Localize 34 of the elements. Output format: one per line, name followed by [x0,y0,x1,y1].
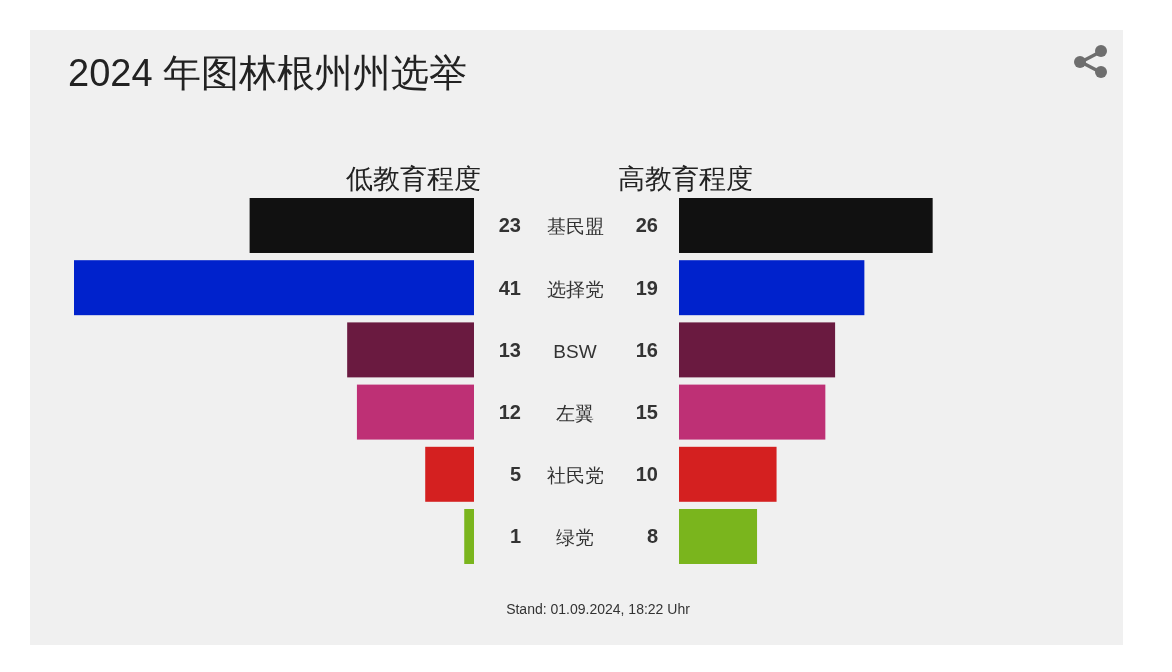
data-label: 12 [498,401,521,424]
data-label: 26 [635,214,658,237]
bar [356,384,474,440]
bar [679,384,826,440]
bar [679,198,933,253]
data-label: 16 [635,338,658,361]
data-label: 23 [498,214,521,237]
chart-title: 2024 年图林根州州选举 [68,52,468,94]
series-label: 低教育程度 [346,164,481,194]
text: Stand: 01.09.2024, 18:22 Uhr [506,601,691,617]
bar [425,446,474,502]
y-tick-label: 左翼 [556,403,594,425]
y-tick-label: 基民盟 [546,216,604,238]
data-label: 41 [498,276,521,299]
bar [347,322,474,378]
bar [679,322,836,378]
data-label: 15 [635,401,658,424]
data-label: 10 [635,463,658,486]
data-label: 19 [635,276,658,299]
bar [249,198,474,253]
y-tick-label: 社民党 [546,465,604,487]
bar [679,446,777,502]
data-label: 1 [509,525,521,548]
data-label: 5 [509,463,521,486]
bar [679,260,865,316]
series-label: 高教育程度 [618,164,753,194]
bar [74,260,474,316]
y-tick-label: BSW [553,340,597,362]
bar [679,509,758,564]
data-label: 8 [646,525,658,548]
data-label: 13 [498,338,521,361]
y-tick-label: 选择党 [546,278,604,300]
bar [464,509,474,564]
y-tick-label: 绿党 [556,527,594,549]
